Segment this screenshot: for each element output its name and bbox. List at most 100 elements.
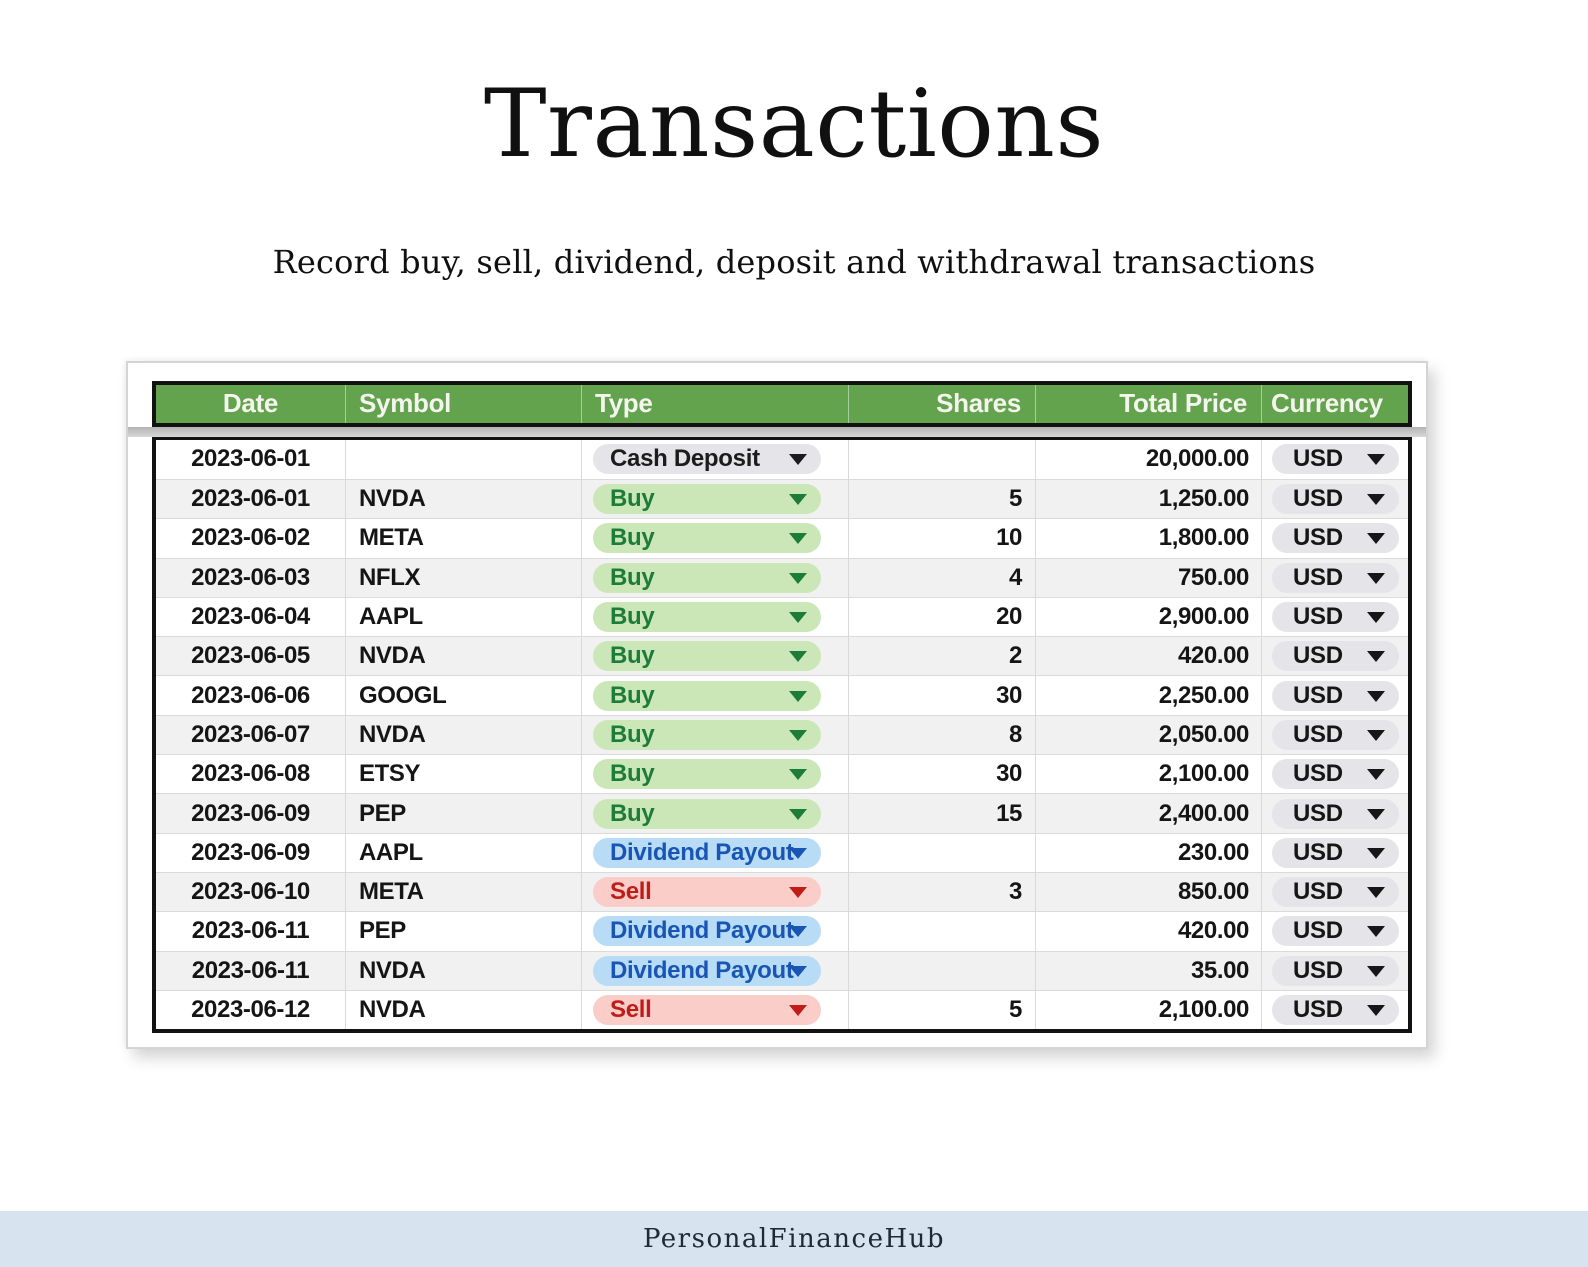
shares-cell: 8 xyxy=(848,715,1035,755)
date-cell: 2023-06-05 xyxy=(191,642,310,670)
table-row: 2023-06-03 NFLX Buy 4 750.00 USD xyxy=(156,557,1408,597)
type-dropdown[interactable]: Buy xyxy=(593,759,821,790)
currency-cell: USD xyxy=(1261,676,1408,715)
currency-dropdown-value: USD xyxy=(1293,956,1343,984)
type-dropdown[interactable]: Buy xyxy=(593,484,821,515)
type-cell: Buy xyxy=(581,637,848,676)
symbol-cell xyxy=(345,439,581,479)
dropdown-caret-icon xyxy=(1367,926,1385,938)
shares-cell: 4 xyxy=(848,558,1035,597)
currency-dropdown[interactable]: USD xyxy=(1272,562,1399,593)
type-dropdown[interactable]: Buy xyxy=(593,562,821,593)
currency-dropdown[interactable]: USD xyxy=(1272,759,1399,790)
type-dropdown[interactable]: Buy xyxy=(593,798,821,829)
currency-cell: USD xyxy=(1261,439,1408,479)
dropdown-caret-icon xyxy=(1367,965,1385,977)
type-dropdown[interactable]: Dividend Payout xyxy=(593,916,821,947)
currency-dropdown[interactable]: USD xyxy=(1272,523,1399,554)
currency-dropdown[interactable]: USD xyxy=(1272,484,1399,515)
type-dropdown[interactable]: Buy xyxy=(593,719,821,750)
dropdown-caret-icon xyxy=(789,690,807,702)
currency-dropdown[interactable]: USD xyxy=(1272,602,1399,633)
symbol-cell: PEP xyxy=(345,794,581,833)
column-header-shares: Shares xyxy=(848,384,1035,423)
type-dropdown[interactable]: Buy xyxy=(593,641,821,672)
type-dropdown-value: Buy xyxy=(610,799,655,827)
type-cell: Dividend Payout xyxy=(581,951,848,990)
dropdown-caret-icon xyxy=(789,572,807,584)
dropdown-caret-icon xyxy=(789,847,807,859)
currency-dropdown[interactable]: USD xyxy=(1272,680,1399,711)
table-row: 2023-06-10 META Sell 3 850.00 USD xyxy=(156,871,1408,912)
shares-cell xyxy=(848,951,1035,990)
dropdown-caret-icon xyxy=(789,808,807,820)
type-dropdown[interactable]: Buy xyxy=(593,602,821,633)
currency-dropdown[interactable]: USD xyxy=(1272,877,1399,908)
currency-cell: USD xyxy=(1261,558,1408,597)
type-dropdown-value: Cash Deposit xyxy=(610,445,760,473)
type-dropdown[interactable]: Buy xyxy=(593,523,821,554)
currency-cell: USD xyxy=(1261,637,1408,676)
currency-dropdown-value: USD xyxy=(1293,995,1343,1023)
type-cell: Sell xyxy=(581,872,848,912)
dropdown-caret-icon xyxy=(1367,612,1385,624)
type-dropdown[interactable]: Dividend Payout xyxy=(593,837,821,868)
dropdown-caret-icon xyxy=(789,1004,807,1016)
symbol-cell: NVDA xyxy=(345,637,581,676)
table-row: 2023-06-06 GOOGL Buy 30 2,250.00 USD xyxy=(156,675,1408,715)
currency-dropdown-value: USD xyxy=(1293,445,1343,473)
dropdown-caret-icon xyxy=(789,454,807,466)
shares-cell xyxy=(848,912,1035,951)
currency-cell: USD xyxy=(1261,519,1408,558)
currency-dropdown[interactable]: USD xyxy=(1272,719,1399,750)
date-cell: 2023-06-03 xyxy=(191,563,310,591)
type-dropdown-value: Buy xyxy=(610,524,655,552)
currency-dropdown[interactable]: USD xyxy=(1272,444,1399,475)
currency-dropdown[interactable]: USD xyxy=(1272,641,1399,672)
type-dropdown[interactable]: Sell xyxy=(593,877,821,908)
column-header-date: Date xyxy=(222,388,279,419)
type-dropdown-value: Sell xyxy=(610,878,652,906)
type-dropdown[interactable]: Dividend Payout xyxy=(593,955,821,986)
shares-cell: 3 xyxy=(848,872,1035,912)
symbol-cell: GOOGL xyxy=(345,676,581,715)
shares-cell xyxy=(848,439,1035,479)
date-cell: 2023-06-11 xyxy=(191,917,310,945)
table-row: 2023-06-07 NVDA Buy 8 2,050.00 USD xyxy=(156,714,1408,755)
date-cell: 2023-06-10 xyxy=(191,878,310,906)
type-dropdown-value: Buy xyxy=(610,681,655,709)
dropdown-caret-icon xyxy=(789,612,807,624)
shares-cell: 10 xyxy=(848,519,1035,558)
currency-dropdown-value: USD xyxy=(1293,563,1343,591)
currency-cell: USD xyxy=(1261,794,1408,833)
currency-dropdown[interactable]: USD xyxy=(1272,798,1399,829)
shares-cell: 15 xyxy=(848,794,1035,833)
type-dropdown[interactable]: Buy xyxy=(593,680,821,711)
currency-dropdown[interactable]: USD xyxy=(1272,994,1399,1025)
type-dropdown-value: Dividend Payout xyxy=(610,838,794,866)
currency-dropdown-value: USD xyxy=(1293,485,1343,513)
currency-dropdown-value: USD xyxy=(1293,838,1343,866)
currency-dropdown[interactable]: USD xyxy=(1272,837,1399,868)
currency-dropdown[interactable]: USD xyxy=(1272,955,1399,986)
type-dropdown[interactable]: Sell xyxy=(593,994,821,1025)
table-row: 2023-06-04 AAPL Buy 20 2,900.00 USD xyxy=(156,596,1408,637)
column-header-type: Type xyxy=(581,384,848,423)
page-title: Transactions xyxy=(483,70,1105,179)
symbol-cell: NVDA xyxy=(345,479,581,519)
dropdown-caret-icon xyxy=(1367,454,1385,466)
dropdown-caret-icon xyxy=(1367,651,1385,663)
table-row: 2023-06-01 Cash Deposit 20,000.00 USD xyxy=(156,439,1408,479)
date-cell: 2023-06-01 xyxy=(191,485,310,513)
type-cell: Buy xyxy=(581,479,848,519)
currency-dropdown[interactable]: USD xyxy=(1272,916,1399,947)
column-header-symbol: Symbol xyxy=(345,384,581,423)
date-cell: 2023-06-02 xyxy=(191,524,310,552)
currency-cell: USD xyxy=(1261,872,1408,912)
type-cell: Buy xyxy=(581,715,848,755)
type-dropdown[interactable]: Cash Deposit xyxy=(593,444,821,475)
column-header-total-price: Total Price xyxy=(1035,384,1261,423)
type-dropdown-value: Buy xyxy=(610,603,655,631)
type-dropdown-value: Buy xyxy=(610,760,655,788)
symbol-cell: NFLX xyxy=(345,558,581,597)
